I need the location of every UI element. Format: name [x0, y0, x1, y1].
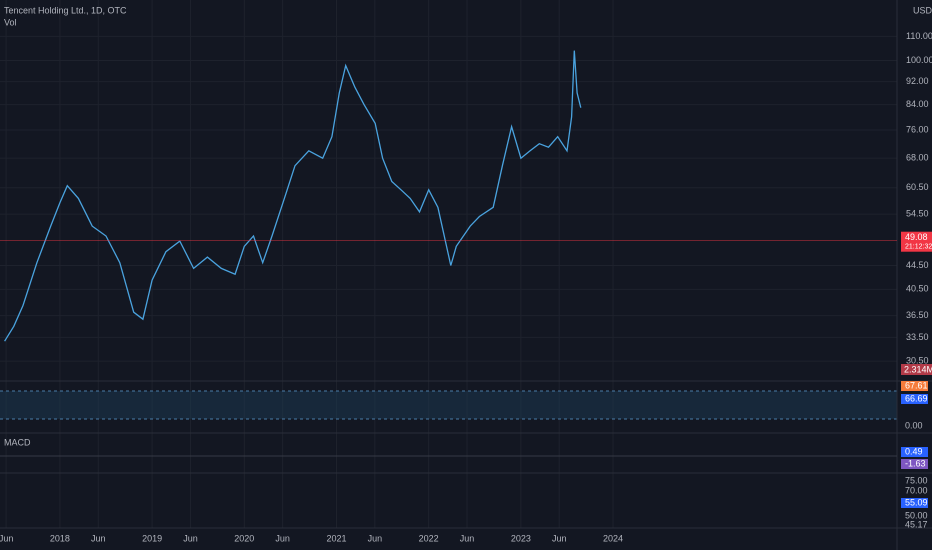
- x-tick-label: Jun: [552, 533, 567, 543]
- x-tick-label: 2021: [326, 533, 346, 543]
- y-tick-label: 110.00: [906, 31, 932, 41]
- volume-label: Vol: [4, 17, 17, 27]
- y-tick-label: 68.00: [906, 153, 929, 163]
- y-tick-label: 54.50: [906, 209, 929, 219]
- y-tick-label: 76.00: [906, 124, 929, 134]
- x-tick-label: Jun: [183, 533, 198, 543]
- y-tick-label: 33.50: [906, 332, 929, 342]
- indicator-value: 50.00: [905, 510, 928, 520]
- x-tick-label: 2024: [603, 533, 623, 543]
- indicator-tag: [901, 394, 928, 404]
- y-tick-label: 40.50: [906, 284, 929, 294]
- x-tick-label: Jun: [91, 533, 106, 543]
- y-tick-label: 36.50: [906, 310, 929, 320]
- last-volume: 2.314M: [904, 364, 932, 374]
- x-tick-label: 2019: [142, 533, 162, 543]
- indicator-value: 45.17: [905, 519, 928, 529]
- x-tick-label: Jun: [368, 533, 383, 543]
- indicator-value: 67.61: [905, 380, 928, 390]
- title: Tencent Holding Ltd., 1D, OTC: [4, 5, 127, 15]
- y-tick-label: 92.00: [906, 76, 929, 86]
- y-tick-label: 44.50: [906, 260, 929, 270]
- y-tick-label: 84.00: [906, 99, 929, 109]
- y-tick-label: 100.00: [906, 55, 932, 65]
- price-line: [4, 50, 582, 342]
- indicator-value: -1.63: [905, 458, 926, 468]
- last-price: 49.08: [905, 232, 928, 242]
- x-tick-label: Jun: [0, 533, 13, 543]
- countdown: 21:12:32: [905, 244, 932, 251]
- currency: USD: [913, 5, 932, 15]
- indicator-tag: [901, 447, 928, 457]
- x-tick-label: Jun: [275, 533, 290, 543]
- indicator-value: 0.00: [905, 420, 923, 430]
- x-tick-label: Jun: [460, 533, 475, 543]
- y-tick-label: 60.50: [906, 182, 929, 192]
- x-tick-label: 2020: [234, 533, 254, 543]
- macd-label: MACD: [4, 437, 31, 447]
- rsi-band: [0, 391, 897, 419]
- x-tick-label: 2023: [511, 533, 531, 543]
- indicator-tag: [901, 459, 928, 469]
- last-price-tag: [901, 231, 932, 252]
- x-tick-label: 2022: [419, 533, 439, 543]
- indicator-value: 70.00: [905, 485, 928, 495]
- volume-tag: [901, 364, 932, 375]
- indicator-tag: [901, 381, 928, 391]
- indicator-tag: [901, 498, 928, 508]
- indicator-value: 75.00: [905, 475, 928, 485]
- x-tick-label: 2018: [50, 533, 70, 543]
- indicator-value: 0.49: [905, 446, 923, 456]
- indicator-value: 66.69: [905, 393, 928, 403]
- indicator-value: 55.09: [905, 497, 928, 507]
- y-tick-label: 30.50: [906, 356, 929, 366]
